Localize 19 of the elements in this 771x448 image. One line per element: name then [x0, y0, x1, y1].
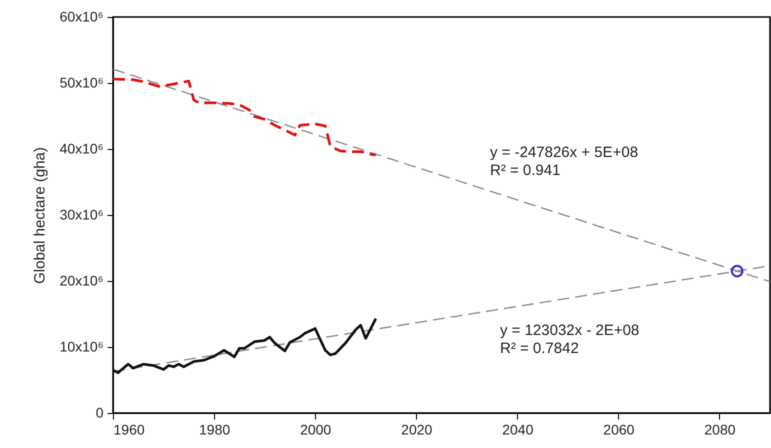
x-tick-label: 2040	[502, 422, 534, 438]
y-tick-label: 50x10⁶	[60, 74, 104, 90]
x-tick-label: 1960	[114, 422, 145, 438]
y-tick-label: 10x10⁶	[60, 338, 104, 354]
annotation: y = 123032x - 2E+08 R² = 0.7842	[500, 322, 640, 357]
y-tick-label: 20x10⁶	[60, 272, 104, 288]
y-tick-label: 30x10⁶	[60, 206, 104, 222]
annotation: y = -247826x + 5E+08 R² = 0.941	[490, 144, 638, 179]
y-tick-label: 60x10⁶	[60, 8, 104, 24]
line-series	[113, 317, 378, 374]
y-tick-label: 40x10⁶	[60, 140, 104, 156]
x-tick-label: 2060	[603, 422, 635, 438]
x-tick-label: 2000	[300, 422, 332, 438]
x-tick-label: 2080	[704, 422, 736, 438]
y-axis-title: Global hectare (gha)	[32, 147, 49, 284]
x-tick-label: 1980	[199, 422, 230, 438]
line-series	[113, 78, 378, 156]
x-tick-label: 2020	[401, 422, 433, 438]
y-tick-label: 0	[96, 404, 104, 420]
